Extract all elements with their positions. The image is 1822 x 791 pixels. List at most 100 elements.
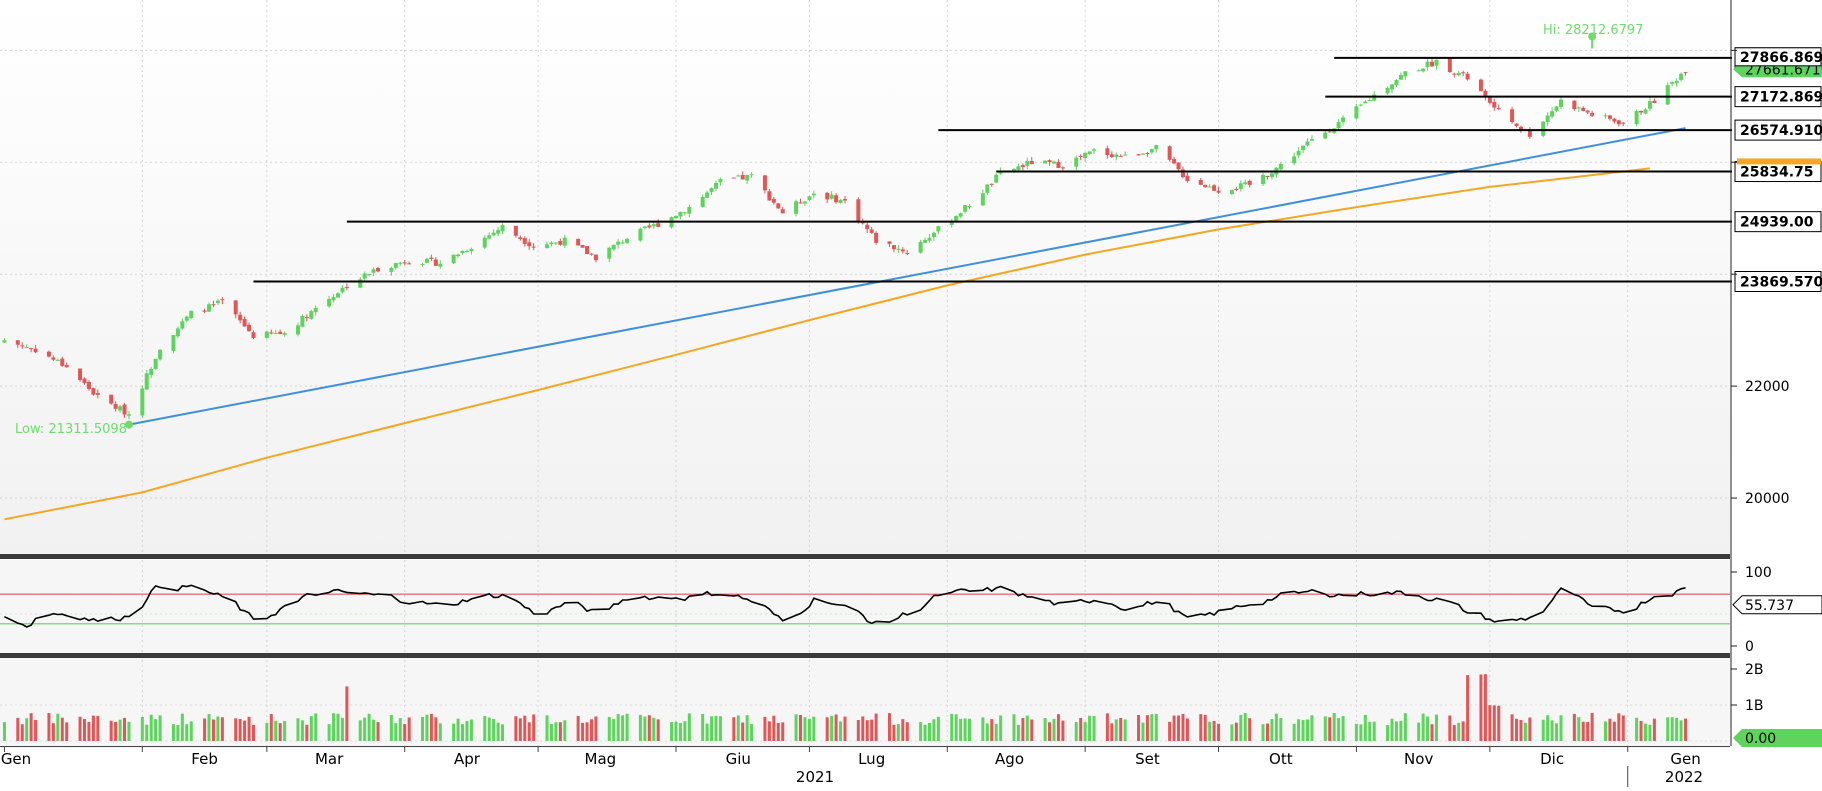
candle-body: [1603, 115, 1608, 117]
volume-bar: [616, 714, 620, 741]
volume-bar: [91, 715, 95, 741]
volume-bar: [994, 723, 998, 741]
candle-body: [389, 268, 394, 272]
candle-body: [918, 241, 923, 253]
volume-bar: [483, 716, 487, 741]
trendline-layer: [124, 32, 1686, 429]
candle-body: [211, 304, 216, 306]
volume-bar: [389, 715, 393, 741]
candle-body: [1327, 131, 1332, 133]
candle-body: [95, 393, 100, 395]
volume-bar: [1426, 716, 1430, 741]
candle-body: [1261, 174, 1266, 184]
volume-bar: [154, 719, 158, 741]
candle-body: [1109, 154, 1114, 158]
volume-bar: [1541, 719, 1545, 741]
candle-body: [238, 314, 243, 321]
candle-body: [593, 254, 598, 261]
candle-body: [1265, 175, 1270, 177]
volume-bar: [127, 721, 131, 741]
candle-body: [980, 193, 985, 206]
candle-body: [64, 365, 69, 368]
volume-bar: [34, 719, 38, 741]
volume-bar: [825, 717, 829, 741]
candle-body: [1212, 185, 1217, 191]
candle-body: [269, 332, 274, 334]
candle-body: [1403, 71, 1408, 77]
volume-value-tag: [1733, 729, 1822, 747]
candle-body: [856, 199, 861, 221]
volume-bar: [781, 722, 785, 741]
volume-bar: [1123, 719, 1127, 741]
volume-bar: [621, 715, 625, 741]
volume-bar: [1684, 718, 1688, 741]
candle-body: [1354, 106, 1359, 119]
volume-bar: [1092, 715, 1096, 741]
candle-body: [585, 246, 590, 254]
candle-body: [1492, 101, 1497, 108]
volume-bar: [1168, 721, 1172, 741]
candle-body: [834, 195, 839, 203]
candle-body: [251, 332, 256, 338]
volume-bar: [563, 720, 567, 741]
volume-bar: [1603, 721, 1607, 741]
candle-body: [1576, 107, 1581, 109]
candle-body: [264, 331, 269, 338]
volume-bar: [834, 714, 838, 741]
candle-body: [513, 225, 518, 236]
volume-bar: [1337, 718, 1341, 741]
candle-body: [927, 237, 932, 241]
volume-bar: [1119, 717, 1123, 741]
volume-bar: [1306, 719, 1310, 741]
candle-body: [625, 238, 630, 243]
candle-body: [1527, 129, 1532, 137]
volume-bar: [701, 713, 705, 741]
candle-body: [1234, 188, 1239, 190]
panel-divider[interactable]: [0, 554, 1730, 559]
volume-bar: [456, 718, 460, 741]
volume-bar: [1639, 720, 1643, 741]
candle-body: [954, 216, 959, 222]
volume-bar: [523, 715, 527, 741]
candle-body: [313, 307, 318, 313]
panel-divider[interactable]: [0, 653, 1730, 658]
candle-body: [1550, 111, 1555, 117]
candle-body: [1123, 154, 1128, 156]
candle-body: [500, 225, 505, 232]
candle-body: [1341, 117, 1346, 122]
candle-body: [705, 192, 710, 198]
volume-bar: [1199, 714, 1203, 741]
x-tick-label: Nov: [1404, 750, 1433, 768]
candle-body: [896, 248, 901, 250]
volume-bar: [767, 721, 771, 741]
volume-y-tick-label: 1B: [1745, 698, 1764, 714]
candle-body: [1207, 186, 1212, 188]
volume-bar: [927, 722, 931, 741]
volume-bar: [932, 719, 936, 741]
volume-bar: [830, 715, 834, 741]
candle-body: [842, 199, 847, 201]
rsi-y-tick-label: 0: [1745, 639, 1754, 655]
candle-body: [1229, 190, 1234, 194]
volume-bar: [1181, 713, 1185, 741]
volume-bar: [1083, 722, 1087, 741]
volume-bar: [1012, 714, 1016, 741]
volume-bar: [1052, 718, 1056, 741]
candle-body: [1612, 118, 1617, 122]
candle-body: [358, 279, 363, 288]
candle-body: [522, 238, 527, 244]
candle-body: [113, 403, 118, 409]
volume-bar: [1292, 723, 1296, 741]
candle-body: [682, 212, 687, 214]
candle-body: [51, 357, 56, 360]
candle-body: [1456, 73, 1461, 76]
candle-body: [865, 224, 870, 230]
volume-bar: [1021, 718, 1025, 741]
candle-body: [651, 224, 656, 227]
volume-bar: [687, 713, 691, 741]
volume-bar: [203, 718, 207, 741]
candle-body: [1105, 148, 1110, 156]
x-tick-label: Feb: [191, 750, 218, 768]
